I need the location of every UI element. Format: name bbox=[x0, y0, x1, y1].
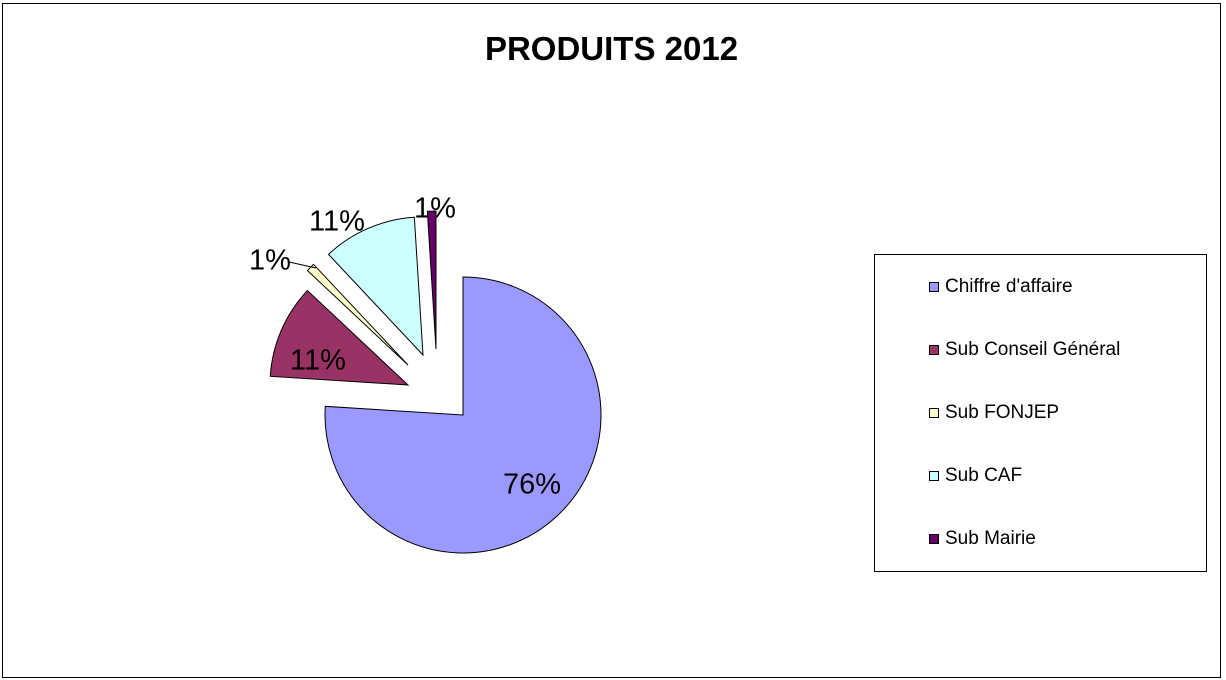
data-label-sub-mairie: 1% bbox=[414, 193, 456, 225]
legend-item-sub-fonjep: Sub FONJEP bbox=[929, 401, 1059, 425]
legend-item-sub-caf: Sub CAF bbox=[929, 464, 1022, 488]
chart-title: PRODUITS 2012 bbox=[484, 30, 739, 67]
legend-label-sub-mairie: Sub Mairie bbox=[945, 528, 1036, 549]
legend-swatch-sub-conseil-general bbox=[929, 345, 939, 355]
chart-legend: Chiffre d'affaire Sub Conseil Général Sub … bbox=[874, 254, 1207, 572]
legend-label-sub-caf: Sub CAF bbox=[945, 465, 1023, 486]
legend-swatch-chiffre-affaire bbox=[929, 282, 939, 292]
legend-swatch-sub-mairie bbox=[929, 534, 939, 544]
pie-slice-sub-fonjep bbox=[306, 263, 409, 366]
legend-item-sub-mairie: Sub Mairie bbox=[929, 527, 1036, 551]
legend-item-chiffre-affaire: Chiffre d'affaire bbox=[929, 275, 1073, 299]
legend-label-chiffre-affaire: Chiffre d'affaire bbox=[945, 276, 1073, 297]
pie-slice-sub-conseil-general bbox=[269, 289, 410, 386]
legend-item-sub-conseil-general: Sub Conseil Général bbox=[929, 338, 1120, 362]
legend-label-sub-conseil-general: Sub Conseil Général bbox=[945, 339, 1121, 360]
leader-line-sub-fonjep bbox=[288, 261, 317, 269]
data-label-sub-conseil-general: 11% bbox=[290, 345, 346, 377]
data-label-chiffre-affaire: 76% bbox=[503, 469, 561, 501]
legend-label-sub-fonjep: Sub FONJEP bbox=[945, 402, 1060, 423]
legend-swatch-sub-fonjep bbox=[929, 408, 939, 418]
data-label-sub-caf: 11% bbox=[309, 206, 365, 238]
pie-slice-chiffre-affaire bbox=[324, 276, 602, 554]
pie-slice-sub-mairie bbox=[426, 210, 437, 350]
legend-swatch-sub-caf bbox=[929, 471, 939, 481]
data-label-sub-fonjep: 1% bbox=[249, 245, 291, 277]
pie-slice-sub-caf bbox=[327, 216, 424, 357]
